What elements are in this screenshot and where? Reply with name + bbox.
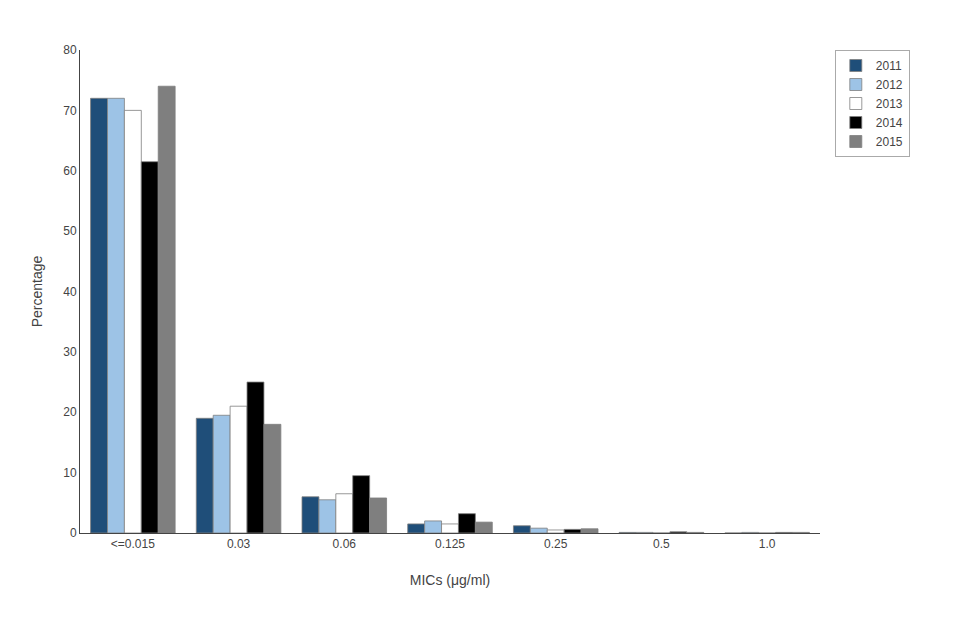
svg-text:0.03: 0.03 [227, 537, 251, 551]
svg-text:80: 80 [63, 43, 77, 57]
svg-text:10: 10 [63, 466, 77, 480]
svg-text:40: 40 [63, 285, 77, 299]
svg-text:50: 50 [63, 224, 77, 238]
svg-text:2011: 2011 [876, 59, 902, 73]
svg-text:2014: 2014 [876, 116, 903, 130]
svg-text:0.06: 0.06 [333, 537, 357, 551]
svg-text:0.5: 0.5 [653, 537, 670, 551]
svg-text:30: 30 [63, 345, 77, 359]
svg-text:1.0: 1.0 [759, 537, 776, 551]
svg-text:60: 60 [63, 164, 77, 178]
svg-text:MICs (μg/ml): MICs (μg/ml) [410, 572, 490, 588]
svg-text:0.125: 0.125 [435, 537, 465, 551]
svg-text:<=0.015: <=0.015 [111, 537, 155, 551]
svg-text:20: 20 [63, 405, 77, 419]
svg-text:0.25: 0.25 [544, 537, 568, 551]
svg-text:70: 70 [63, 104, 77, 118]
svg-text:2012: 2012 [876, 78, 903, 92]
svg-text:2015: 2015 [876, 135, 903, 149]
svg-text:0: 0 [70, 526, 77, 540]
svg-text:2013: 2013 [876, 97, 903, 111]
svg-text:Percentage: Percentage [29, 255, 45, 327]
